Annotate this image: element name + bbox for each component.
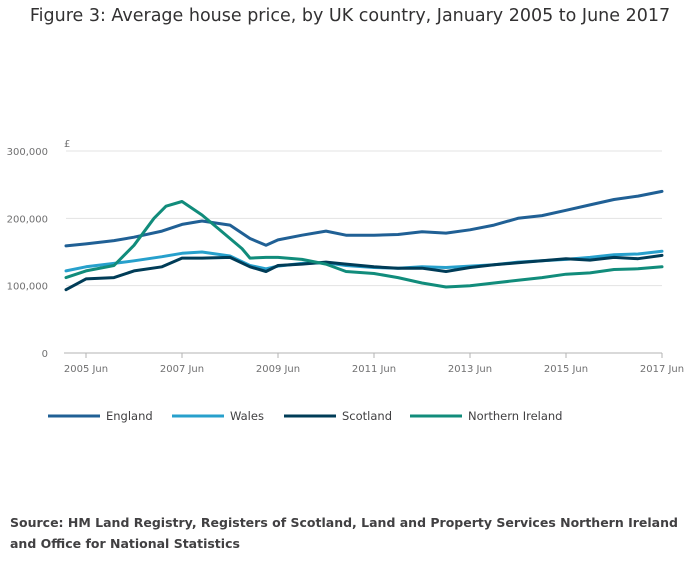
y-tick-label: 0 — [42, 349, 48, 360]
series-lines — [64, 189, 664, 292]
x-tick-label: 2005 Jun — [64, 364, 108, 375]
series-line-scotland — [64, 253, 664, 292]
y-tick-label: 200,000 — [7, 214, 48, 225]
x-tick-label: 2009 Jun — [256, 364, 300, 375]
chart-title: Figure 3: Average house price, by UK cou… — [29, 6, 671, 26]
gridlines — [66, 150, 662, 287]
x-tick-label: 2015 Jun — [544, 364, 588, 375]
legend-label-northern-ireland: Northern Ireland — [468, 409, 562, 423]
x-tick-label: 2013 Jun — [448, 364, 492, 375]
source-note: Source: HM Land Registry, Registers of S… — [10, 515, 678, 551]
y-tick-label: 300,000 — [7, 147, 48, 158]
y-axis-unit-label: £ — [64, 139, 70, 150]
legend: England Wales Scotland Northern Ireland — [48, 409, 562, 423]
y-tick-label: 100,000 — [7, 282, 48, 293]
series-line-england — [64, 189, 664, 248]
x-axis: 2005 Jun 2007 Jun 2009 Jun 2011 Jun 2013 Jun… — [64, 352, 684, 375]
legend-label-scotland: Scotland — [342, 409, 392, 423]
x-tick-label: 2017 Jun — [640, 364, 684, 375]
x-tick-label: 2011 Jun — [352, 364, 396, 375]
x-tick-label: 2007 Jun — [160, 364, 204, 375]
series-line-northern-ireland — [64, 200, 664, 289]
legend-label-wales: Wales — [230, 409, 264, 423]
y-axis: 0 100,000 200,000 300,000 — [7, 147, 48, 360]
legend-label-england: England — [106, 409, 153, 423]
